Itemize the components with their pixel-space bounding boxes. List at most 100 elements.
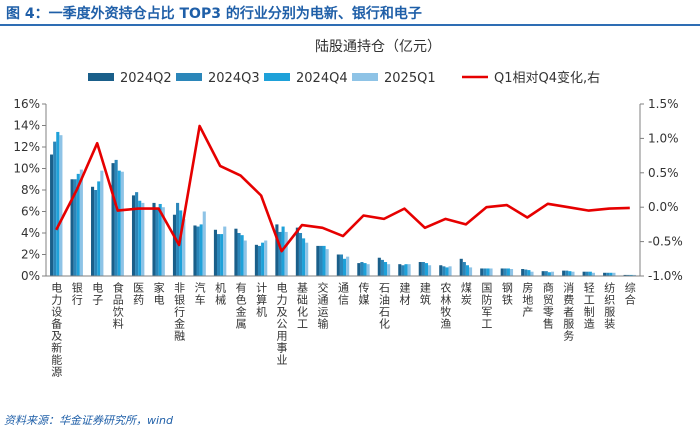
bar-2024Q4 [588, 271, 592, 276]
bar-2024Q2 [398, 264, 402, 276]
bar-2024Q4 [158, 203, 162, 276]
category-label: 房地产 [521, 282, 534, 318]
bar-2024Q2 [131, 195, 136, 276]
bar-2024Q4 [424, 263, 429, 276]
category-label: 商贸零售 [541, 281, 554, 330]
y-left-tick-label: 0% [21, 269, 40, 283]
bar-2024Q3 [319, 245, 323, 276]
bar-series [50, 131, 636, 276]
bar-2025Q1 [591, 272, 595, 276]
bar-line-chart: 陆股通持仓（亿元） 2024Q2 2024Q3 2024Q4 2025Q1 Q1相对Q4… [13, 39, 683, 378]
category-label: 银行 [70, 281, 83, 306]
bar-2024Q2 [70, 179, 74, 276]
bar-2024Q2 [234, 228, 238, 276]
bar-2024Q2 [418, 262, 422, 276]
bar-2025Q1 [202, 211, 206, 276]
bar-2024Q2 [336, 254, 340, 276]
category-label: 建材 [398, 281, 411, 306]
bar-2025Q1 [407, 264, 411, 276]
bar-2024Q3 [421, 262, 425, 276]
y-right-tick-label: 1.0% [648, 131, 679, 145]
change-line-series [55, 124, 630, 253]
bar-2025Q1 [612, 272, 616, 276]
line-Q1相对Q4变化,右 [55, 124, 630, 253]
category-label: 石油石化 [377, 282, 390, 330]
bar-2024Q2 [91, 186, 95, 276]
bar-2024Q4 [383, 262, 388, 276]
bar-2025Q1 [571, 271, 575, 276]
bar-2024Q2 [111, 163, 115, 276]
bar-2024Q3 [278, 231, 282, 276]
y-left-tick-label: 12% [13, 140, 40, 154]
category-label: 电力设备及新能源 [50, 282, 63, 378]
bar-2024Q2 [480, 268, 484, 276]
bar-2024Q4 [97, 181, 101, 276]
bar-2024Q2 [582, 271, 586, 276]
bar-2024Q4 [404, 264, 408, 276]
category-label: 计算机 [255, 282, 268, 318]
bar-2024Q4 [343, 258, 347, 276]
bar-2024Q3 [442, 266, 446, 276]
category-label: 医药 [132, 282, 145, 306]
bar-2024Q3 [53, 141, 57, 276]
bar-2024Q4 [199, 224, 203, 276]
category-label: 农林牧渔 [439, 281, 452, 330]
bar-2025Q1 [530, 271, 534, 276]
bar-2025Q1 [100, 170, 104, 276]
y-left-tick-label: 10% [13, 162, 40, 176]
bar-2025Q1 [387, 264, 391, 276]
bar-2024Q3 [544, 271, 548, 276]
bar-2025Q1 [366, 264, 370, 276]
bar-2024Q2 [500, 268, 504, 276]
bar-2024Q4 [506, 268, 510, 276]
category-label: 电子 [91, 282, 104, 306]
category-label: 机械 [214, 281, 227, 306]
bar-2024Q2 [295, 227, 299, 276]
bar-2024Q4 [76, 173, 80, 276]
legend-bar-swatch [352, 73, 378, 81]
y-right-tick-label: -1.0% [648, 269, 683, 283]
y-right-tick-label: -0.5% [648, 235, 683, 249]
bar-2024Q2 [541, 271, 545, 276]
bar-2024Q4 [445, 267, 449, 276]
bar-2024Q2 [172, 214, 177, 276]
bar-2025Q1 [79, 169, 83, 276]
bar-2024Q3 [237, 233, 241, 276]
bar-2024Q4 [117, 170, 121, 276]
bar-2024Q4 [609, 272, 613, 276]
bar-2024Q3 [176, 202, 180, 276]
bar-2025Q1 [489, 268, 493, 276]
bar-2025Q1 [632, 274, 636, 276]
bar-2024Q3 [135, 192, 139, 276]
bar-2025Q1 [223, 226, 227, 276]
bar-2024Q4 [138, 200, 142, 276]
bar-2024Q4 [527, 270, 531, 276]
category-label: 交通运输 [316, 281, 329, 330]
y-right-tick-label: 0.5% [648, 166, 679, 180]
bar-2025Q1 [305, 242, 309, 276]
y-left-tick-label: 2% [21, 248, 40, 262]
bar-2024Q3 [94, 190, 98, 276]
bar-2024Q3 [196, 226, 200, 276]
chart-legend: 2024Q2 2024Q3 2024Q4 2025Q1 Q1相对Q4变化,右 [88, 70, 600, 86]
category-label: 消费者服务 [562, 281, 575, 342]
bar-2024Q4 [486, 268, 490, 276]
bar-2024Q3 [401, 265, 405, 276]
legend-bar-swatch [176, 73, 202, 81]
bar-2025Q1 [468, 267, 473, 276]
y-left-tick-label: 6% [21, 205, 40, 219]
bar-2025Q1 [120, 171, 124, 276]
bar-2024Q4 [261, 242, 265, 276]
bar-2024Q3 [626, 274, 630, 276]
bar-2024Q2 [623, 274, 627, 276]
bar-2024Q4 [322, 245, 326, 276]
y-right-tick-label: 1.5% [648, 97, 679, 111]
category-label: 传媒 [357, 282, 370, 306]
y-left-tick-label: 4% [21, 226, 40, 240]
legend-label: Q1相对Q4变化,右 [494, 70, 600, 86]
bar-2024Q4 [302, 238, 306, 276]
bar-2024Q3 [503, 268, 507, 276]
bar-2025Q1 [346, 256, 350, 276]
bar-2025Q1 [448, 266, 452, 276]
bar-2025Q1 [264, 240, 268, 276]
